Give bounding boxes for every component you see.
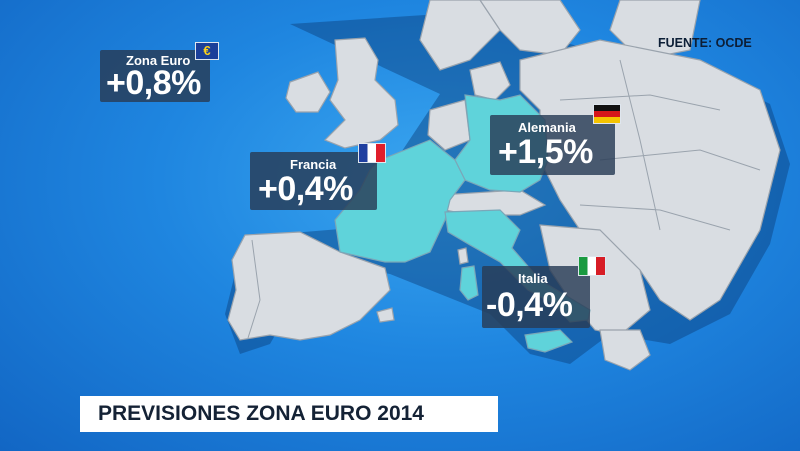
sardinia-shape: [459, 265, 479, 301]
greece-shape: [599, 329, 651, 371]
scandinavia-shape: [419, 0, 501, 71]
france-flag-icon: [358, 143, 386, 163]
germany-name: Alemania: [518, 120, 576, 135]
france-label: Francia +0,4%: [250, 152, 377, 210]
france-name: Francia: [290, 157, 337, 172]
germany-label: Alemania +1,5%: [490, 115, 615, 175]
great-britain-shape: [323, 37, 399, 149]
sicily-shape: [524, 329, 574, 353]
eurozone-label: Zona Euro +0,8%: [100, 50, 210, 102]
source-text: FUENTE: OCDE: [658, 36, 752, 50]
germany-value: +1,5%: [498, 133, 593, 171]
eurozone-name: Zona Euro: [126, 53, 191, 68]
caption-bar: PREVISIONES ZONA EURO 2014: [80, 396, 498, 432]
italy-name: Italia: [518, 271, 548, 286]
germany-flag-icon: [593, 104, 621, 124]
denmark-shape: [469, 61, 511, 101]
iberia-shape: [227, 231, 391, 341]
eu-flag-icon: €: [195, 42, 219, 60]
france-value: +0,4%: [258, 170, 353, 208]
italy-value: -0,4%: [486, 286, 573, 324]
eurozone-value: +0,8%: [106, 64, 201, 102]
benelux-shape: [427, 99, 471, 151]
italy-flag-icon: [578, 256, 606, 276]
ireland-shape: [285, 71, 331, 113]
italy-label: Italia -0,4%: [482, 266, 590, 328]
